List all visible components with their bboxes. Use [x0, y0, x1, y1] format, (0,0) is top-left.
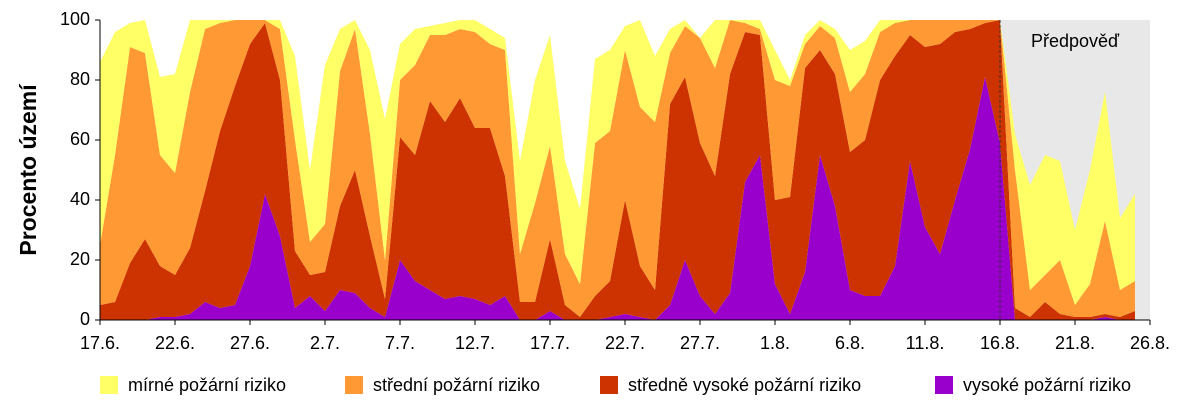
x-tick-label: 27.7. — [680, 333, 720, 353]
x-tick-label: 21.8. — [1055, 333, 1095, 353]
legend-label: mírné požární riziko — [128, 375, 286, 395]
area — [100, 20, 1135, 317]
forecast-label: Předpověď — [1031, 31, 1120, 51]
x-tick-label: 17.6. — [80, 333, 120, 353]
x-tick-label: 2.7. — [310, 333, 340, 353]
y-tick-label: 80 — [70, 69, 90, 89]
x-tick-label: 22.6. — [155, 333, 195, 353]
legend-label: střední požární riziko — [373, 375, 540, 395]
x-tick-label: 26.8. — [1130, 333, 1170, 353]
x-tick-label: 12.7. — [455, 333, 495, 353]
x-tick-label: 7.7. — [385, 333, 415, 353]
y-tick-label: 0 — [80, 309, 90, 329]
y-tick-label: 20 — [70, 249, 90, 269]
y-tick-label: 100 — [60, 9, 90, 29]
legend-swatch — [935, 376, 953, 394]
legend-swatch — [345, 376, 363, 394]
x-tick-label: 16.8. — [980, 333, 1020, 353]
legend-swatch — [600, 376, 618, 394]
x-tick-label: 27.6. — [230, 333, 270, 353]
legend-swatch — [100, 376, 118, 394]
y-tick-label: 40 — [70, 189, 90, 209]
y-axis-title: Procento území — [15, 83, 41, 256]
legend-label: středně vysoké požární riziko — [628, 375, 861, 395]
x-tick-label: 6.8. — [835, 333, 865, 353]
x-tick-label: 17.7. — [530, 333, 570, 353]
x-tick-label: 22.7. — [605, 333, 645, 353]
x-tick-label: 1.8. — [760, 333, 790, 353]
legend-label: vysoké požární riziko — [963, 375, 1131, 395]
y-tick-label: 60 — [70, 129, 90, 149]
x-tick-label: 11.8. — [906, 333, 945, 353]
area — [100, 20, 1135, 305]
